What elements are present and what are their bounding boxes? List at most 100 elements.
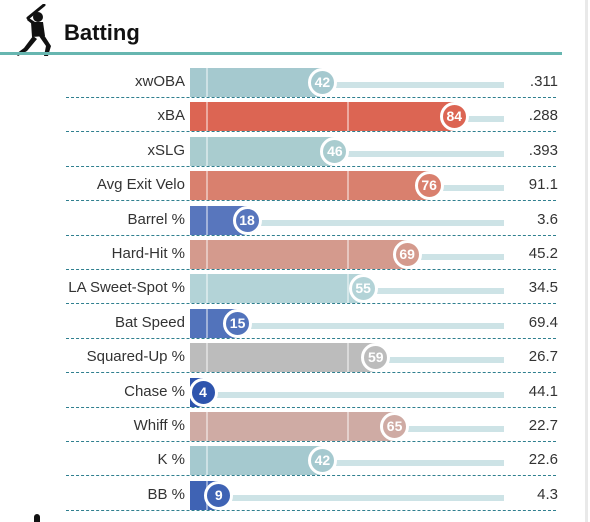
percentile-gridline [347, 274, 349, 304]
percentile-track [190, 460, 504, 467]
percentile-gridline [205, 205, 208, 235]
percentile-gridline [347, 411, 349, 441]
percentile-badge: 69 [392, 239, 422, 269]
metric-row: Bat Speed 15 69.4 [0, 306, 590, 340]
percentile-gridline [205, 68, 208, 97]
percentile-gridline [347, 343, 349, 373]
percentile-gridline [205, 308, 208, 338]
section-title: Batting [64, 20, 140, 45]
percentile-bar [190, 102, 454, 132]
percentile-gridline [205, 343, 208, 373]
percentile-badge: 84 [439, 102, 469, 132]
metric-value: 45.2 [528, 244, 558, 262]
row-divider [66, 165, 556, 167]
panel-edge [585, 0, 588, 522]
percentile-bar [190, 239, 407, 269]
percentile-gridline [205, 136, 208, 166]
metric-value: 91.1 [528, 176, 558, 194]
header-divider [0, 52, 562, 55]
metric-value: 26.7 [528, 348, 558, 366]
metric-label: Squared-Up % [86, 348, 185, 366]
metric-value: 4.3 [537, 485, 558, 503]
metric-value: 22.7 [528, 416, 558, 434]
metric-value: .288 [528, 107, 558, 125]
row-divider [66, 200, 556, 202]
metric-row: BB % 9 4.3 [0, 478, 590, 512]
metric-label: xwOBA [134, 73, 185, 90]
row-divider [66, 131, 556, 133]
metric-label: Hard-Hit % [111, 244, 185, 262]
percentile-badge: 55 [348, 274, 378, 304]
percentile-track [190, 219, 504, 226]
metric-label: Barrel % [127, 210, 185, 228]
percentile-bar [190, 446, 322, 476]
percentile-gridline [205, 446, 208, 476]
row-divider [66, 406, 556, 408]
metric-label: Bat Speed [114, 313, 185, 331]
percentile-gridline [205, 102, 208, 132]
percentile-rankings-list: xwOBA 42 .311 xBA 84 .288 xSLG 46 .393 Avg Exit V… [0, 65, 590, 512]
metric-label: K % [157, 451, 185, 469]
metric-row: Chase % 4 44.1 [0, 375, 590, 409]
row-divider [66, 234, 556, 236]
percentile-gridline [347, 171, 349, 201]
percentile-gridline [205, 411, 208, 441]
row-divider [66, 440, 556, 442]
next-section-icon-fragment [34, 514, 40, 522]
metric-row: xSLG 46 .393 [0, 134, 590, 168]
metric-row: Barrel % 18 3.6 [0, 203, 590, 237]
percentile-badge: 76 [414, 171, 444, 201]
batter-silhouette-icon [16, 4, 51, 56]
percentile-badge: 4 [188, 377, 218, 407]
metric-value: 22.6 [528, 451, 558, 469]
percentile-badge: 15 [223, 308, 253, 338]
metric-value: .393 [528, 141, 558, 159]
percentile-gridline [205, 274, 208, 304]
metric-row: xBA 84 .288 [0, 99, 590, 133]
percentile-gridline [205, 239, 208, 269]
percentile-badge: 59 [361, 343, 391, 373]
metric-label: xSLG [147, 141, 185, 159]
percentile-track [190, 82, 504, 88]
percentile-track [190, 391, 504, 398]
percentile-track [190, 322, 504, 329]
percentile-bar [190, 68, 322, 97]
metric-label: BB % [147, 485, 185, 503]
percentile-bar [190, 136, 335, 166]
metric-label: Chase % [124, 382, 185, 400]
metric-label: xBA [157, 107, 185, 125]
percentile-badge: 42 [307, 68, 337, 97]
row-divider [66, 509, 556, 511]
metric-row: xwOBA 42 .311 [0, 65, 590, 99]
percentile-gridline [347, 239, 349, 269]
metric-row: LA Sweet-Spot % 55 34.5 [0, 271, 590, 305]
percentile-badge: 42 [307, 446, 337, 476]
section-header: Batting [0, 0, 590, 60]
percentile-gridline [205, 171, 208, 201]
percentile-bar [190, 411, 395, 441]
percentile-bar [190, 343, 376, 373]
metric-row: Whiff % 65 22.7 [0, 409, 590, 443]
percentile-bar [190, 171, 429, 201]
percentile-badge: 9 [204, 480, 234, 510]
metric-value: 69.4 [528, 313, 558, 331]
metric-label: Avg Exit Velo [96, 176, 185, 194]
row-divider [66, 337, 556, 339]
metric-value: 44.1 [528, 382, 558, 400]
percentile-bar [190, 274, 363, 304]
metric-label: Whiff % [133, 416, 185, 434]
metric-value: 3.6 [537, 210, 558, 228]
row-divider [66, 97, 556, 98]
row-divider [66, 303, 556, 305]
metric-row: Squared-Up % 59 26.7 [0, 340, 590, 374]
metric-row: K % 42 22.6 [0, 443, 590, 477]
row-divider [66, 268, 556, 270]
percentile-badge: 46 [320, 136, 350, 166]
metric-row: Avg Exit Velo 76 91.1 [0, 168, 590, 202]
percentile-gridline [347, 102, 349, 132]
percentile-badge: 18 [232, 205, 262, 235]
percentile-badge: 65 [380, 411, 410, 441]
metric-value: .311 [529, 73, 558, 90]
percentile-track [190, 494, 504, 501]
metric-value: 34.5 [528, 279, 558, 297]
